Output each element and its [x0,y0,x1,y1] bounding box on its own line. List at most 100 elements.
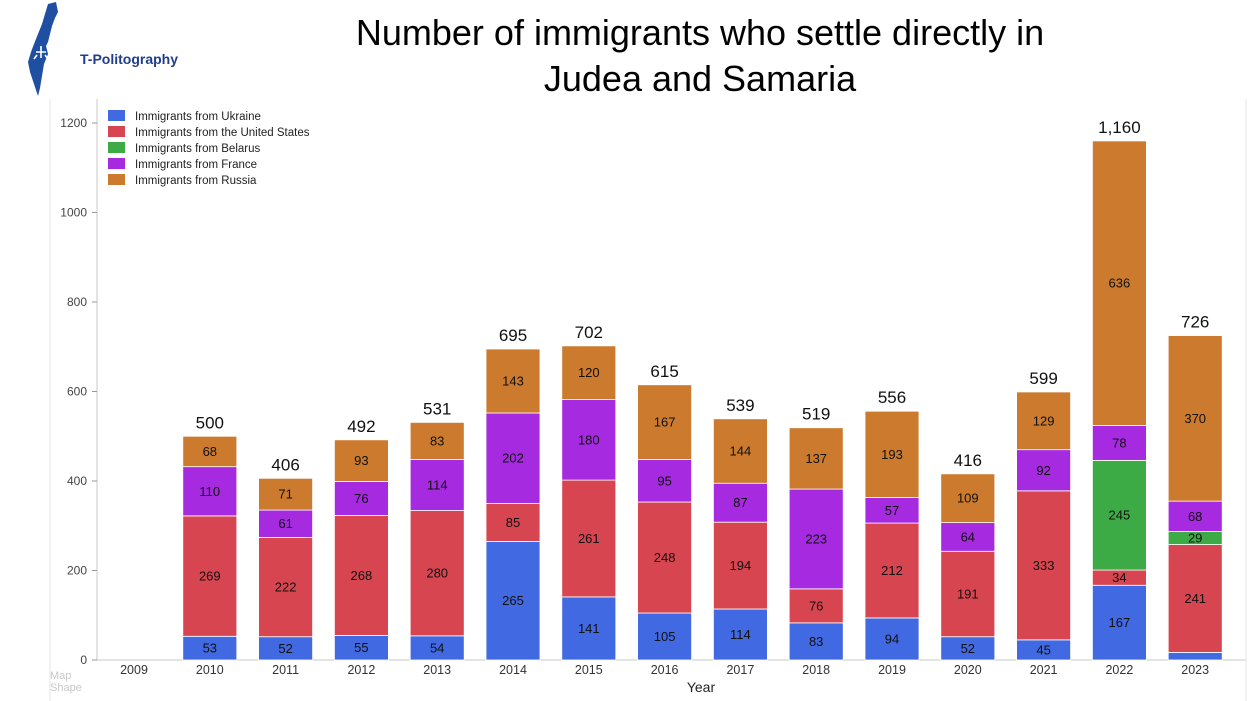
x-axis-label: Year [687,679,716,695]
y-tick-label: 400 [67,474,87,488]
data-label: 52 [961,641,975,656]
data-label: 180 [578,432,600,447]
data-label: 129 [1033,413,1055,428]
data-label: 167 [654,415,676,430]
data-label: 280 [426,566,448,581]
x-tick-label: 2020 [954,663,982,677]
data-label: 68 [203,444,217,459]
y-tick-label: 1000 [60,206,87,220]
bar-segment [258,477,314,511]
data-label: 143 [502,373,524,388]
data-label: 34 [1112,570,1126,585]
data-label: 202 [502,451,524,466]
logo: T-Politography [22,2,178,98]
bar-segment [258,536,314,638]
data-label: 370 [1184,411,1206,426]
legend-label: Immigrants from Ukraine [135,111,261,123]
total-label: 695 [499,326,527,345]
chart-title-line-2: Judea and Samaria [543,58,857,99]
data-label: 78 [1112,435,1126,450]
data-label: 137 [805,451,827,466]
x-tick-label: 2015 [575,663,603,677]
bar-segment [1167,651,1223,661]
total-label: 726 [1181,313,1209,332]
bar-segment [1016,490,1071,641]
data-label: 64 [961,529,975,544]
x-tick-label: 2023 [1181,663,1209,677]
data-label: 212 [881,563,903,578]
bar-segment [1167,335,1223,502]
data-label: 241 [1184,591,1206,606]
x-tick-label: 2017 [726,663,754,677]
total-label: 406 [271,455,299,474]
x-tick-label: 2021 [1030,663,1058,677]
data-label: 268 [351,568,373,583]
data-label: 144 [730,444,752,459]
total-label: 556 [878,388,906,407]
bar-segment [788,488,844,590]
bar-segment [258,509,314,538]
y-tick-label: 0 [80,653,87,667]
bar-segment [940,550,996,638]
bar-segment [561,399,617,481]
x-tick-label: 2012 [347,663,375,677]
legend-label: Immigrants from France [135,159,257,171]
x-tick-label: 2013 [423,663,451,677]
data-label: 193 [881,447,903,462]
x-tick-label: 2014 [499,663,527,677]
data-label: 222 [275,580,297,595]
data-label: 191 [957,586,979,601]
bar-segment [864,410,920,498]
x-tick-label: 2019 [878,663,906,677]
data-label: 93 [354,453,368,468]
data-label: 61 [278,516,292,531]
bar-segment [485,348,541,414]
bar-segment [1016,391,1071,451]
data-label: 265 [502,593,524,608]
data-label: 105 [654,629,676,644]
data-label: 120 [578,365,600,380]
data-label: 109 [957,491,979,506]
bar-segment [637,384,692,460]
data-label: 248 [654,550,676,565]
bar-segment [713,418,768,484]
x-tick-label: 2016 [651,663,679,677]
bar-segment [1092,140,1147,426]
israel-map-icon [28,2,58,96]
data-label: 83 [430,433,444,448]
legend-label: Immigrants from Russia [135,175,257,187]
total-label: 416 [954,451,982,470]
data-label: 261 [578,531,600,546]
data-label: 76 [354,491,368,506]
bar-segment [333,515,389,636]
data-label: 45 [1036,642,1050,657]
watermark-line-2: Shape [50,682,82,694]
data-label: 85 [506,515,520,530]
legend-swatch [108,126,125,137]
data-label: 636 [1109,276,1131,291]
bar-segment [864,617,920,661]
bar-segment [485,412,541,504]
data-label: 68 [1188,509,1202,524]
bar-segment [1092,460,1147,571]
bar-segment [409,635,465,661]
y-tick-label: 1200 [60,116,87,130]
data-label: 114 [730,627,751,642]
data-label: 114 [427,478,448,493]
data-label: 29 [1188,531,1202,546]
legend-label: Immigrants from the United States [135,127,310,139]
chart-title: Number of immigrants who settle directly… [250,10,1150,102]
data-label: 245 [1109,508,1131,523]
data-label: 167 [1109,615,1131,630]
bar-segment [788,588,844,624]
bar-segment [1167,500,1223,532]
total-label: 531 [423,399,451,418]
x-tick-label: 2022 [1105,663,1133,677]
bar-segment [333,481,389,516]
total-label: 599 [1029,369,1057,388]
data-label: 92 [1036,463,1050,478]
total-label: 615 [650,362,678,381]
data-label: 194 [730,558,752,573]
bar-segment [637,501,692,614]
data-label: 223 [805,531,827,546]
